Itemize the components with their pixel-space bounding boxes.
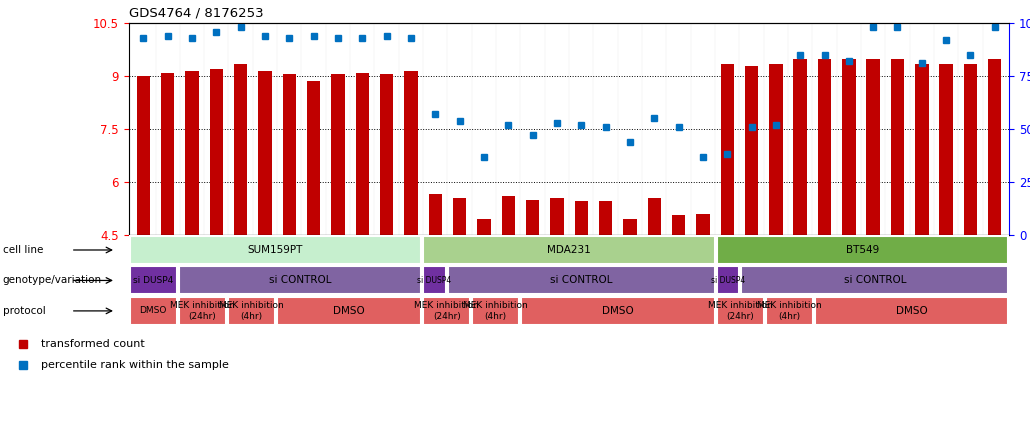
Text: GDS4764 / 8176253: GDS4764 / 8176253	[129, 6, 264, 19]
Text: MEK inhibition
(4hr): MEK inhibition (4hr)	[464, 301, 528, 321]
Bar	[598, 201, 612, 235]
FancyBboxPatch shape	[717, 236, 1008, 264]
FancyBboxPatch shape	[472, 297, 519, 325]
Bar	[843, 58, 856, 235]
Bar	[769, 64, 783, 235]
FancyBboxPatch shape	[130, 266, 177, 294]
Bar	[939, 64, 953, 235]
Bar	[428, 194, 442, 235]
Bar	[891, 58, 904, 235]
Bar	[964, 64, 977, 235]
Text: MEK inhibition
(24hr): MEK inhibition (24hr)	[708, 301, 772, 321]
Bar	[259, 71, 272, 235]
Text: si CONTROL: si CONTROL	[844, 275, 906, 286]
Bar	[866, 58, 880, 235]
FancyBboxPatch shape	[815, 297, 1008, 325]
Bar	[721, 64, 734, 235]
FancyBboxPatch shape	[178, 297, 226, 325]
Bar	[818, 58, 831, 235]
Bar	[672, 215, 685, 235]
FancyBboxPatch shape	[130, 297, 177, 325]
Text: transformed count: transformed count	[41, 339, 145, 349]
Text: si CONTROL: si CONTROL	[269, 275, 332, 286]
Bar	[550, 198, 563, 235]
Bar	[477, 219, 490, 235]
Bar	[355, 73, 369, 235]
FancyBboxPatch shape	[130, 236, 421, 264]
Bar	[404, 71, 417, 235]
Bar	[793, 58, 806, 235]
Bar	[915, 64, 928, 235]
Bar	[332, 74, 345, 235]
Text: MEK inhibition
(24hr): MEK inhibition (24hr)	[170, 301, 235, 321]
Bar	[648, 198, 661, 235]
Text: si CONTROL: si CONTROL	[550, 275, 613, 286]
Text: BT549: BT549	[846, 245, 880, 255]
Bar	[380, 74, 393, 235]
Bar	[696, 214, 710, 235]
Bar	[161, 73, 174, 235]
FancyBboxPatch shape	[423, 236, 715, 264]
Bar	[282, 74, 296, 235]
FancyBboxPatch shape	[423, 266, 446, 294]
Text: si DUSP4: si DUSP4	[711, 276, 746, 285]
Text: DMSO: DMSO	[896, 306, 927, 316]
Bar	[210, 69, 224, 235]
FancyBboxPatch shape	[228, 297, 275, 325]
FancyBboxPatch shape	[742, 266, 1008, 294]
Bar	[453, 198, 467, 235]
Text: DMSO: DMSO	[139, 306, 167, 316]
FancyBboxPatch shape	[276, 297, 421, 325]
FancyBboxPatch shape	[178, 266, 421, 294]
Text: MEK inhibition
(24hr): MEK inhibition (24hr)	[414, 301, 479, 321]
Bar	[623, 219, 637, 235]
Text: cell line: cell line	[2, 245, 43, 255]
Bar	[185, 71, 199, 235]
FancyBboxPatch shape	[717, 266, 740, 294]
Text: genotype/variation: genotype/variation	[2, 275, 102, 286]
Bar	[745, 66, 758, 235]
Bar	[575, 201, 588, 235]
Bar	[988, 58, 1001, 235]
Text: si DUSP4: si DUSP4	[417, 276, 452, 285]
Text: MEK inhibition
(4hr): MEK inhibition (4hr)	[757, 301, 822, 321]
Text: protocol: protocol	[2, 306, 45, 316]
FancyBboxPatch shape	[521, 297, 715, 325]
Text: MEK inhibition
(4hr): MEK inhibition (4hr)	[218, 301, 283, 321]
Bar	[526, 200, 540, 235]
FancyBboxPatch shape	[448, 266, 715, 294]
Text: DMSO: DMSO	[603, 306, 633, 316]
FancyBboxPatch shape	[717, 297, 764, 325]
Bar	[307, 82, 320, 235]
Text: si DUSP4: si DUSP4	[133, 276, 173, 285]
Text: percentile rank within the sample: percentile rank within the sample	[41, 360, 230, 371]
Text: SUM159PT: SUM159PT	[248, 245, 303, 255]
FancyBboxPatch shape	[765, 297, 813, 325]
Bar	[502, 196, 515, 235]
FancyBboxPatch shape	[423, 297, 471, 325]
Text: DMSO: DMSO	[333, 306, 365, 316]
Text: MDA231: MDA231	[547, 245, 591, 255]
Bar	[234, 64, 247, 235]
Bar	[137, 76, 150, 235]
